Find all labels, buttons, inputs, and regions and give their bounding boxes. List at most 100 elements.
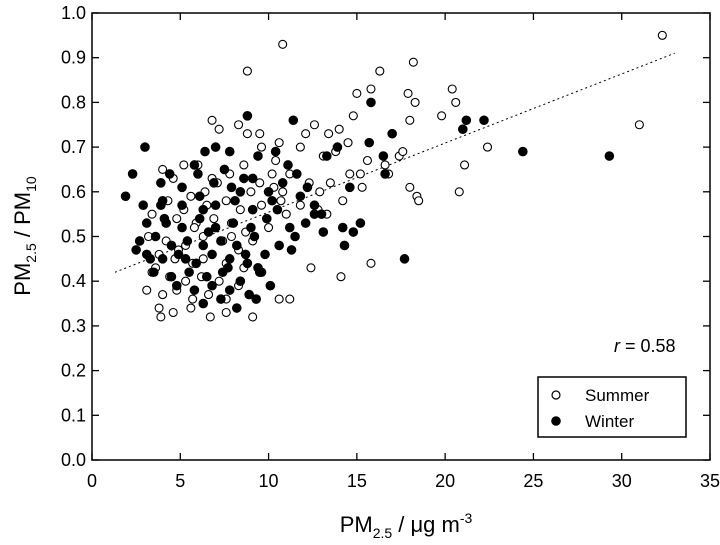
summer-point — [338, 196, 348, 206]
winter-point — [210, 200, 221, 211]
winter-point — [207, 280, 217, 291]
winter-point — [219, 164, 230, 175]
winter-point — [309, 200, 320, 211]
winter-point — [332, 142, 343, 152]
summer-point — [256, 142, 267, 152]
winter-point — [161, 218, 171, 228]
winter-point — [120, 191, 131, 202]
summer-point — [634, 120, 644, 130]
winter-point — [157, 254, 168, 264]
summer-point — [380, 160, 390, 170]
x-tick-label: 0 — [87, 471, 97, 491]
winter-point — [378, 151, 389, 161]
summer-point — [271, 155, 281, 166]
winter-point — [242, 111, 253, 121]
correlation-annotation: r = 0.58 — [614, 336, 676, 356]
winter-point — [364, 137, 375, 148]
winter-point — [141, 218, 152, 228]
y-tick-label: 0.0 — [61, 450, 86, 470]
legend: Summer Winter — [537, 376, 687, 438]
winter-point — [207, 249, 217, 260]
summer-point — [403, 88, 413, 99]
summer-point — [168, 307, 178, 318]
winter-point — [164, 169, 175, 179]
y-tick-label: 0.7 — [61, 137, 86, 157]
winter-point — [201, 271, 212, 282]
winter-point — [189, 285, 200, 295]
winter-point — [177, 222, 187, 233]
summer-point — [281, 209, 291, 219]
winter-point — [267, 195, 277, 206]
summer-point — [172, 214, 182, 224]
winter-point — [253, 151, 263, 161]
legend-marker-winter — [551, 416, 561, 426]
summer-point — [334, 124, 344, 134]
x-tick-label: 5 — [175, 471, 185, 491]
winter-point — [244, 289, 254, 300]
winter-point — [194, 213, 205, 224]
winter-point — [149, 267, 159, 278]
summer-point — [209, 214, 219, 224]
winter-point — [177, 182, 187, 193]
correlation-annotation-italic: r — [614, 336, 621, 356]
winter-point — [251, 294, 262, 304]
winter-point — [228, 218, 239, 228]
winter-point — [283, 160, 293, 170]
y-tick-label: 0.3 — [61, 316, 86, 336]
summer-point — [278, 39, 288, 49]
summer-point — [239, 160, 249, 170]
winter-point — [177, 200, 187, 211]
winter-point — [479, 115, 489, 126]
y-tick-label: 0.4 — [61, 271, 86, 291]
x-axis-label: PM2.5 / μg m-3 — [340, 510, 473, 541]
winter-point — [173, 249, 184, 260]
summer-point — [179, 160, 189, 170]
summer-point — [460, 160, 470, 170]
winter-point — [387, 128, 397, 139]
summer-point — [189, 223, 199, 233]
winter-point — [253, 262, 263, 273]
summer-point — [158, 164, 168, 174]
summer-point — [181, 276, 191, 286]
summer-point — [278, 187, 288, 197]
summer-point — [345, 169, 355, 179]
y-axis-label-b-sub: 10 — [23, 176, 39, 192]
winter-point — [247, 173, 258, 184]
winter-point — [140, 142, 150, 152]
summer-point — [198, 254, 208, 264]
y-axis-label-mid: / PM — [10, 192, 35, 243]
winter-point — [292, 169, 302, 179]
x-axis-label-main: PM — [340, 512, 373, 537]
summer-point — [203, 290, 214, 300]
winter-point — [274, 240, 284, 251]
winter-point — [246, 222, 256, 233]
summer-point — [454, 187, 464, 197]
summer-point — [186, 303, 196, 313]
winter-point — [348, 227, 359, 237]
winter-point — [247, 204, 258, 215]
y-tick-label: 0.8 — [61, 92, 86, 112]
winter-point — [344, 182, 355, 193]
x-axis-label-sub: 2.5 — [373, 525, 393, 541]
winter-point — [224, 285, 235, 295]
legend-label-summer: Summer — [585, 386, 650, 405]
winter-point — [286, 245, 297, 255]
winter-point — [235, 276, 246, 287]
winter-point — [198, 204, 209, 215]
summer-point — [324, 129, 334, 139]
summer-point — [276, 196, 286, 206]
summer-point — [437, 111, 447, 121]
winter-point — [366, 97, 376, 108]
winter-point — [290, 231, 300, 242]
winter-point — [224, 254, 235, 264]
winter-point — [145, 254, 156, 264]
axes-layer: 0 5 10 15 20 25 30 35 0.0 0.1 0.2 0.3 0.4 0.5 0.6 0.7 0.… — [61, 3, 720, 491]
legend-marker-summer — [551, 390, 561, 400]
winter-point — [209, 178, 219, 188]
x-tick-label: 10 — [259, 471, 279, 491]
x-tick-label: 20 — [435, 471, 455, 491]
points-layer — [120, 30, 667, 322]
summer-point — [264, 223, 274, 233]
winter-point — [182, 236, 193, 246]
